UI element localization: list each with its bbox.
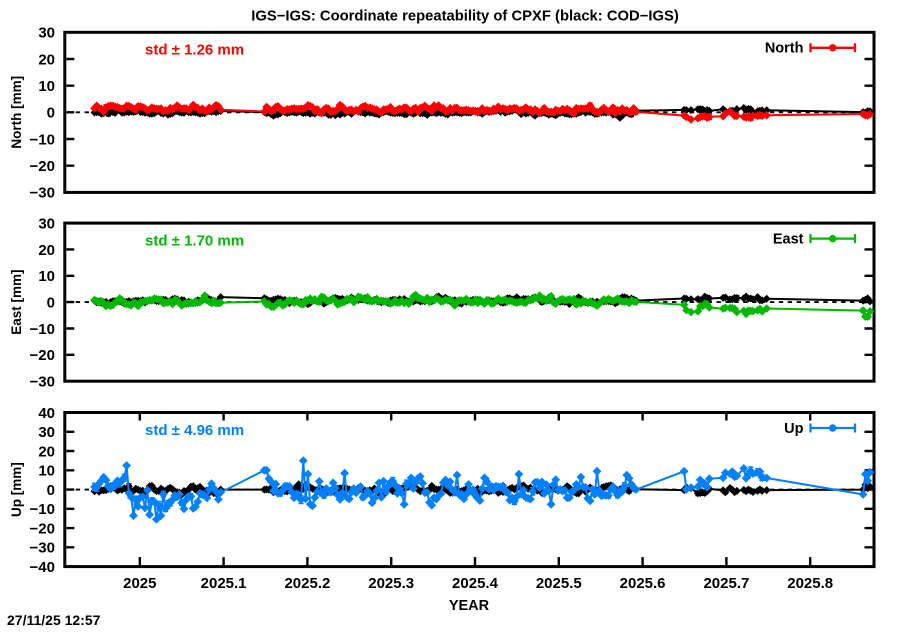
svg-text:std ± 1.70 mm: std ± 1.70 mm (145, 233, 244, 250)
svg-text:North: North (765, 41, 804, 57)
svg-text:Up: Up (784, 421, 803, 437)
svg-text:−40: −40 (30, 559, 55, 576)
svg-text:std ± 4.96 mm: std ± 4.96 mm (145, 422, 244, 439)
svg-text:YEAR: YEAR (449, 598, 490, 614)
svg-text:20: 20 (38, 51, 55, 68)
svg-text:2025.8: 2025.8 (787, 575, 833, 592)
svg-text:2025: 2025 (123, 575, 156, 592)
svg-text:−10: −10 (30, 321, 55, 338)
svg-text:2025.7: 2025.7 (703, 575, 749, 592)
svg-text:40: 40 (38, 405, 55, 422)
svg-text:2025.5: 2025.5 (536, 575, 582, 592)
svg-text:−20: −20 (30, 347, 55, 364)
svg-text:0: 0 (47, 482, 55, 499)
svg-text:2025.1: 2025.1 (201, 575, 247, 592)
svg-text:10: 10 (38, 78, 55, 95)
svg-text:30: 30 (38, 25, 55, 42)
svg-text:−20: −20 (30, 520, 55, 537)
svg-text:2025.6: 2025.6 (620, 575, 666, 592)
svg-text:North [mm]: North [mm] (9, 76, 24, 149)
svg-text:−10: −10 (30, 131, 55, 148)
svg-text:−30: −30 (30, 540, 55, 557)
svg-text:10: 10 (38, 463, 55, 480)
svg-text:0: 0 (47, 294, 55, 311)
svg-text:−30: −30 (30, 185, 55, 202)
svg-text:30: 30 (38, 215, 55, 232)
svg-text:2025.4: 2025.4 (452, 575, 499, 592)
svg-text:East: East (773, 232, 804, 248)
svg-text:−20: −20 (30, 158, 55, 175)
svg-text:IGS−IGS: Coordinate repeatabil: IGS−IGS: Coordinate repeatability of CPX… (251, 9, 679, 25)
svg-text:10: 10 (38, 268, 55, 285)
svg-text:Up [mm]: Up [mm] (9, 462, 24, 517)
svg-text:2025.3: 2025.3 (368, 575, 414, 592)
svg-text:std ± 1.26 mm: std ± 1.26 mm (145, 42, 244, 59)
svg-text:−30: −30 (30, 374, 55, 391)
svg-text:0: 0 (47, 105, 55, 122)
svg-text:30: 30 (38, 424, 55, 441)
svg-text:27/11/25 12:57: 27/11/25 12:57 (7, 612, 101, 628)
svg-text:2025.2: 2025.2 (284, 575, 330, 592)
svg-text:East [mm]: East [mm] (9, 269, 24, 334)
svg-text:20: 20 (38, 443, 55, 460)
svg-text:−10: −10 (30, 501, 55, 518)
svg-text:20: 20 (38, 242, 55, 259)
